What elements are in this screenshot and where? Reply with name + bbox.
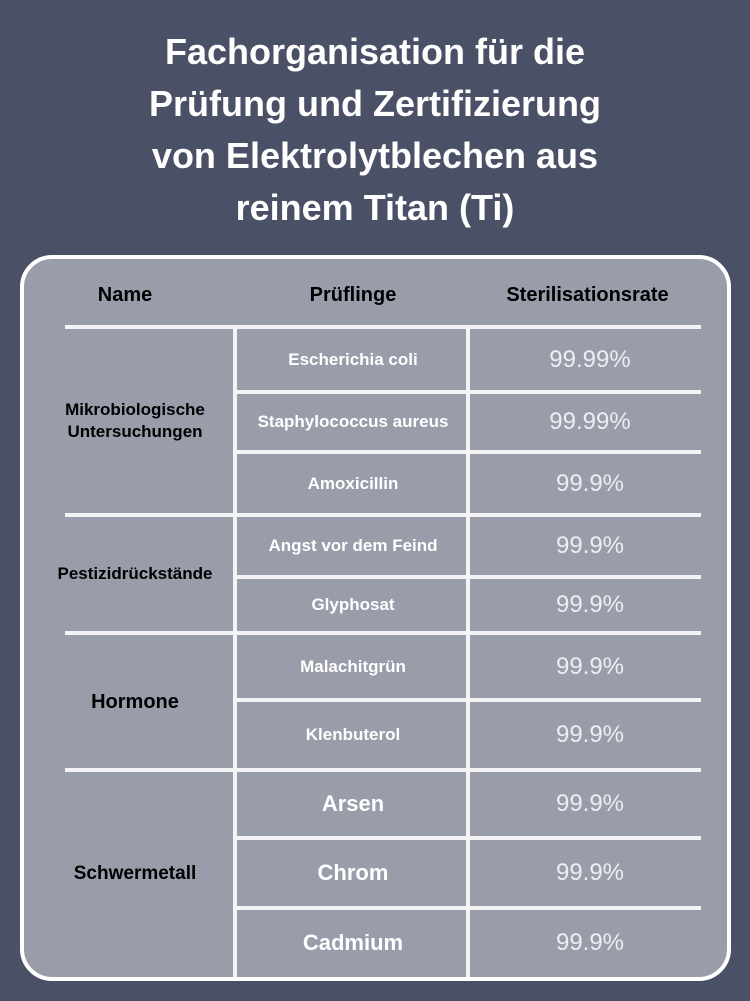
row-divider	[235, 575, 701, 579]
sample-name: Glyphosat	[311, 595, 395, 614]
sample-name: Staphylococcus aureus	[257, 412, 449, 431]
sterilization-rate: 99.99%	[549, 408, 631, 435]
title-line: von Elektrolytblechen aus	[151, 135, 599, 176]
sterilization-rate: 99.9%	[555, 532, 625, 559]
group-name: Pestizidrückstände	[57, 564, 213, 583]
group-name: Hormone	[91, 690, 179, 713]
sample-name: Angst vor dem Feind	[268, 536, 438, 555]
column-divider	[466, 327, 470, 977]
row-divider	[235, 698, 701, 702]
page-title: Fachorganisation für die Prüfung und Zer…	[0, 26, 750, 234]
row-divider	[235, 450, 701, 454]
sample-name: Escherichia coli	[288, 349, 418, 369]
sample-name: Arsen	[321, 791, 385, 816]
sterilization-rate: 99.9%	[555, 721, 625, 748]
row-divider	[235, 906, 701, 910]
sterilization-rate: 99.9%	[555, 652, 625, 680]
group-divider	[65, 768, 701, 772]
group-divider	[65, 631, 701, 635]
sample-name: Cadmium	[302, 929, 404, 955]
sample-name: Klenbuterol	[305, 725, 401, 744]
column-divider	[233, 327, 237, 977]
sterilization-rate: 99.99%	[549, 345, 631, 373]
header-divider	[65, 325, 701, 329]
sterilization-rate: 99.9%	[555, 469, 625, 497]
sample-name: Chrom	[317, 860, 389, 885]
header-rate: Sterilisationsrate	[506, 284, 669, 306]
results-table-card	[20, 255, 731, 981]
sterilization-rate: 99.9%	[555, 591, 625, 618]
sterilization-rate: 99.9%	[555, 928, 625, 956]
header-samples: Prüflinge	[309, 284, 397, 306]
group-name: Mikrobiologische Untersuchungen	[65, 400, 205, 441]
sample-name: Malachitgrün	[300, 656, 406, 676]
sample-name: Amoxicillin	[307, 473, 399, 493]
title-line: Fachorganisation für die	[164, 31, 586, 72]
title-line: reinem Titan (Ti)	[235, 187, 515, 228]
group-divider	[65, 513, 701, 517]
row-divider	[235, 390, 701, 394]
row-divider	[235, 836, 701, 840]
header-name: Name	[97, 284, 153, 306]
sterilization-rate: 99.9%	[555, 859, 625, 886]
sterilization-rate: 99.9%	[555, 790, 625, 817]
group-name: Schwermetall	[73, 862, 197, 884]
title-line: Prüfung und Zertifizierung	[149, 83, 601, 124]
